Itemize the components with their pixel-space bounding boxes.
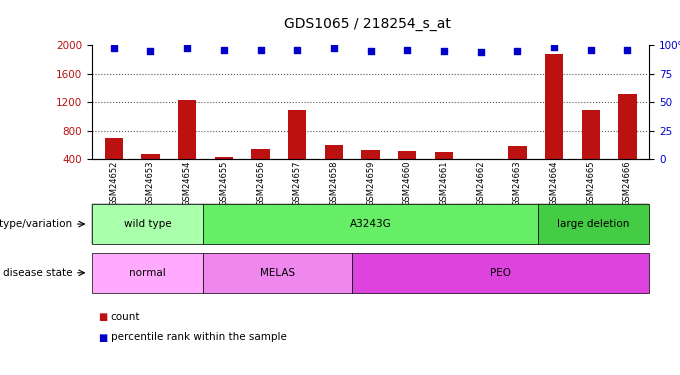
Point (328, 45, 339, 51)
Bar (471, 163, 490, 188)
Text: count: count (111, 312, 140, 322)
Text: ■: ■ (99, 333, 108, 342)
Bar (325, 145, 343, 188)
Text: normal: normal (129, 268, 166, 278)
Point (182, 45, 192, 51)
Point (292, 46, 303, 53)
Point (585, 46, 596, 53)
Text: PEO: PEO (490, 268, 511, 278)
Bar (252, 149, 270, 188)
Bar (362, 150, 379, 188)
Point (108, 45, 119, 51)
Bar (545, 54, 563, 188)
Point (439, 48, 449, 54)
Point (512, 48, 523, 54)
Point (402, 46, 413, 53)
Point (255, 46, 266, 53)
Text: wild type: wild type (124, 219, 171, 229)
Bar (141, 154, 160, 188)
Point (475, 49, 486, 55)
Point (145, 48, 156, 54)
Point (218, 46, 229, 53)
Text: GDS1065 / 218254_s_at: GDS1065 / 218254_s_at (284, 17, 451, 31)
Bar (105, 138, 123, 188)
Point (365, 48, 376, 54)
Bar (288, 110, 307, 188)
Text: A3243G: A3243G (350, 219, 392, 229)
Text: percentile rank within the sample: percentile rank within the sample (111, 333, 287, 342)
Text: MELAS: MELAS (260, 268, 295, 278)
Bar (435, 152, 453, 188)
Bar (618, 94, 636, 188)
Point (549, 44, 560, 50)
Bar (215, 157, 233, 188)
Bar (178, 100, 197, 188)
Bar (398, 151, 416, 188)
Text: genotype/variation: genotype/variation (0, 219, 73, 229)
Point (622, 46, 633, 53)
Text: large deletion: large deletion (558, 219, 630, 229)
Text: ■: ■ (99, 312, 108, 322)
Bar (581, 110, 600, 188)
Bar (508, 146, 526, 188)
Text: disease state: disease state (3, 268, 73, 278)
